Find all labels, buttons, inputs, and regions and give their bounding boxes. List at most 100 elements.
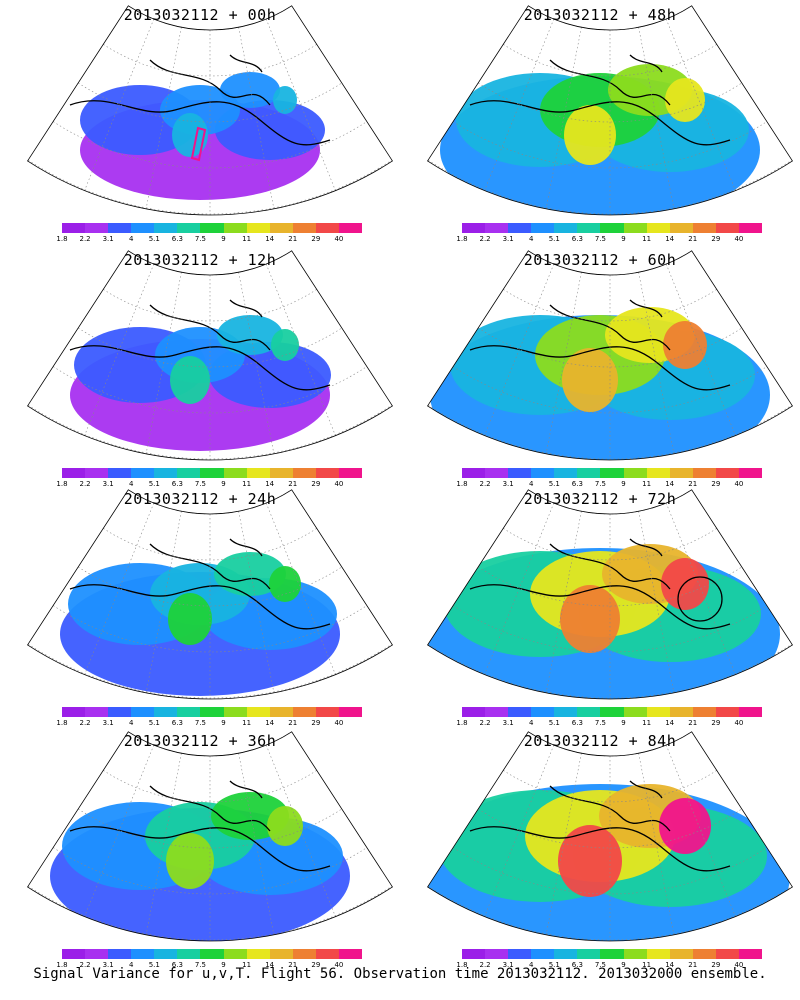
colorbar-swatch — [600, 468, 624, 478]
colorbar-swatch — [485, 468, 509, 478]
longitude-line — [265, 263, 336, 436]
latitude-line — [78, 808, 342, 849]
colorbar-swatch — [531, 223, 555, 233]
colorbar-swatch — [508, 223, 532, 233]
longitude-line — [238, 272, 275, 454]
longitude-line — [545, 753, 582, 935]
colorbar-label: 3.1 — [502, 480, 514, 488]
longitude-line — [545, 27, 582, 209]
colorbar-swatch — [669, 223, 693, 233]
coastline — [469, 780, 731, 872]
colorbar-label: 6.3 — [571, 235, 583, 243]
latitude-line — [427, 885, 793, 941]
colorbar-label: 7.5 — [194, 480, 207, 488]
longitude-line — [665, 18, 736, 191]
colorbar-label: 3.1 — [102, 480, 114, 488]
colorbar-swatch — [462, 707, 486, 717]
colorbar-labels: 1.8 2.2 3.1 4 5.1 6.3 7.5 9 11 14 21 29 40 — [456, 235, 762, 245]
colorbar-swatch — [485, 707, 509, 717]
colorbar-label: 40 — [334, 480, 344, 488]
map-border — [426, 489, 794, 700]
colorbar-label: 4 — [528, 719, 534, 727]
latitude-line — [78, 82, 342, 123]
colorbar-swatch — [554, 949, 578, 959]
colorbar-labels: 1.8 2.2 3.1 4 5.1 6.3 7.5 9 11 14 21 29 40 — [56, 235, 362, 245]
colorbar-label: 3.1 — [102, 961, 114, 969]
colorbar-label: 4 — [128, 719, 134, 727]
colorbar-label: 14 — [265, 719, 275, 727]
colorbar — [62, 707, 363, 717]
colorbar-swatch — [154, 223, 178, 233]
map-panel-12h: 2013032112 + 12h 1.8 2.2 3.1 4 5.1 6.3 7.5 9 11 1… — [0, 245, 400, 490]
colorbar-swatch — [577, 707, 601, 717]
colorbar-swatch — [315, 468, 339, 478]
map-panel-60h: 2013032112 + 60h 1.8 2.2 3.1 4 5.1 6.3 7.5 9 11 1… — [400, 245, 800, 490]
colorbar-swatch — [85, 223, 109, 233]
colorbar-swatch — [269, 949, 293, 959]
panel-title: 2013032112 + 48h — [523, 6, 677, 24]
colorbar — [62, 223, 363, 233]
longitude-line — [665, 502, 736, 675]
panel-title: 2013032112 + 72h — [523, 490, 677, 508]
colorbar-label: 7.5 — [594, 480, 607, 488]
colorbar-label: 9 — [221, 235, 226, 243]
colorbar-swatch — [646, 707, 670, 717]
colorbar-swatch — [646, 949, 670, 959]
longitude-line — [638, 511, 675, 693]
colorbar-label: 1.8 — [56, 480, 68, 488]
colorbar-swatch — [338, 707, 363, 717]
latitude-line — [478, 327, 742, 368]
panel-title: 2013032112 + 12h — [123, 251, 277, 269]
colorbar-label: 3.1 — [102, 235, 114, 243]
colorbar-swatch — [669, 949, 693, 959]
colorbar-label: 2.2 — [479, 480, 491, 488]
colorbar-label: 4 — [128, 961, 134, 969]
colorbar-label: 14 — [265, 961, 275, 969]
variance-map — [426, 489, 794, 700]
colorbar-label: 6.3 — [171, 961, 183, 969]
colorbar-label: 40 — [734, 480, 744, 488]
colorbar-label: 40 — [734, 719, 744, 727]
map-panel-36h: 2013032112 + 36h 1.8 2.2 3.1 4 5.1 6.3 7.5 9 11 1… — [0, 726, 400, 971]
map-border — [426, 5, 794, 216]
colorbar-label: 4 — [528, 480, 534, 488]
variance-contour — [663, 321, 707, 369]
colorbar-labels: 1.8 2.2 3.1 4 5.1 6.3 7.5 9 11 14 21 29 40 — [56, 961, 362, 971]
colorbar-label: 29 — [711, 235, 721, 243]
colorbar-label: 6.3 — [171, 719, 183, 727]
colorbar-label: 11 — [642, 235, 652, 243]
colorbar-label: 2.2 — [479, 961, 491, 969]
colorbar-swatch — [108, 468, 132, 478]
coastline — [469, 538, 731, 630]
panel-title: 2013032112 + 60h — [523, 251, 677, 269]
colorbar-label: 1.8 — [456, 235, 468, 243]
longitude-line — [265, 744, 336, 917]
variance-map — [426, 5, 794, 216]
longitude-line — [665, 744, 736, 917]
colorbar-label: 11 — [242, 235, 252, 243]
map-panel-00h: 2013032112 + 00h 1.8 2.2 3.1 4 5.1 6.3 7.5 9 11 1… — [0, 0, 400, 245]
longitude-line — [265, 502, 336, 675]
colorbar-swatch — [600, 949, 624, 959]
map-border — [26, 489, 394, 700]
colorbar-swatch — [223, 707, 247, 717]
colorbar-swatch — [692, 949, 716, 959]
colorbar-label: 29 — [311, 961, 321, 969]
colorbar-label: 14 — [665, 719, 675, 727]
colorbar-label: 5.1 — [548, 480, 560, 488]
colorbar-label: 6.3 — [171, 480, 183, 488]
colorbar-label: 5.1 — [548, 719, 560, 727]
variance-contour — [267, 806, 303, 846]
latitude-line — [503, 770, 717, 803]
longitude-line — [145, 511, 182, 693]
longitude-line — [484, 744, 555, 917]
longitude-line — [484, 502, 555, 675]
colorbar-swatch — [338, 223, 363, 233]
panel-title: 2013032112 + 84h — [523, 732, 677, 750]
variance-contour — [269, 566, 301, 602]
colorbar-swatch — [62, 223, 86, 233]
longitude-line — [145, 753, 182, 935]
colorbar-label: 4 — [128, 235, 134, 243]
colorbar-swatch — [62, 949, 86, 959]
colorbar-swatch — [200, 707, 224, 717]
